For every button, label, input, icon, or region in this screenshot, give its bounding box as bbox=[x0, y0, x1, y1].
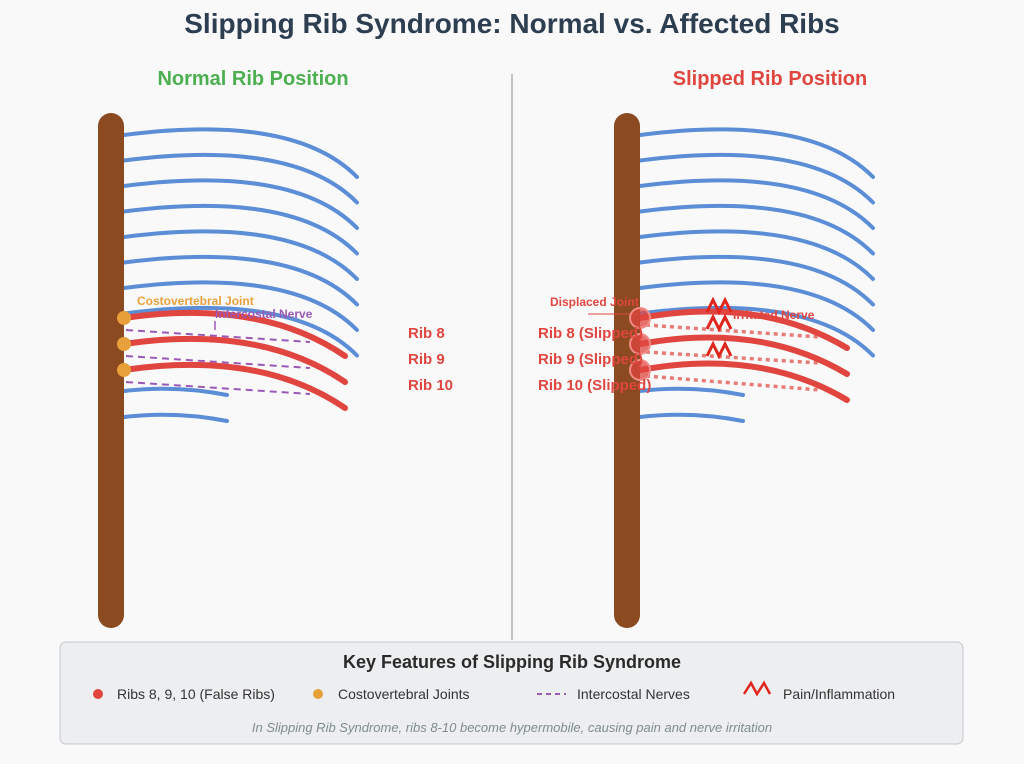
costovertebral-joint bbox=[117, 363, 131, 377]
upper-rib bbox=[638, 254, 875, 307]
slipped-rib bbox=[637, 308, 850, 351]
slipped-rib-10-label: Rib 10 (Slipped) bbox=[538, 377, 651, 394]
irritated-nerves bbox=[645, 323, 821, 392]
upper-rib bbox=[122, 229, 359, 281]
upper-rib bbox=[122, 280, 359, 332]
normal-upper-ribs bbox=[122, 127, 359, 358]
irritated-nerve bbox=[645, 323, 821, 339]
legend: Key Features of Slipping Rib Syndrome Ri… bbox=[59, 641, 964, 745]
red-zigzag-icon bbox=[742, 680, 772, 697]
affected-rib bbox=[121, 309, 348, 359]
slipped-upper-ribs bbox=[638, 127, 875, 358]
floating-rib bbox=[122, 412, 229, 423]
rib-10-label: Rib 10 bbox=[408, 377, 453, 394]
floating-rib bbox=[122, 386, 229, 397]
costovertebral-joint bbox=[117, 311, 131, 325]
irritated-nerve bbox=[645, 350, 821, 365]
rib-8-label: Rib 8 bbox=[408, 325, 445, 342]
upper-rib bbox=[122, 178, 359, 230]
normal-panel: Normal Rib Position Costovertebral Joint… bbox=[98, 68, 453, 628]
upper-rib bbox=[638, 305, 875, 358]
legend-label-nerves: Intercostal Nerves bbox=[577, 686, 690, 702]
spine bbox=[98, 113, 124, 628]
upper-rib bbox=[122, 203, 359, 256]
upper-rib bbox=[638, 229, 875, 281]
upper-rib bbox=[122, 152, 359, 205]
upper-rib bbox=[122, 305, 359, 358]
intercostal-nerve bbox=[125, 329, 311, 343]
orange-dot-icon bbox=[313, 689, 323, 699]
rib-9-label: Rib 9 bbox=[408, 351, 445, 368]
slipped-rib bbox=[637, 360, 850, 403]
upper-rib bbox=[638, 178, 875, 230]
displaced-joint bbox=[629, 307, 651, 329]
slipped-floating-ribs bbox=[638, 386, 745, 423]
slipped-rib bbox=[637, 334, 850, 377]
slipped-rib-8-label: Rib 8 (Slipped) bbox=[538, 325, 643, 342]
legend-label-joints: Costovertebral Joints bbox=[338, 686, 470, 702]
legend-label-ribs: Ribs 8, 9, 10 (False Ribs) bbox=[117, 686, 275, 702]
irritated-nerve-label: Irritated Nerve bbox=[733, 308, 815, 322]
intercostal-nerve-label: Intercostal Nerve bbox=[215, 307, 313, 321]
pain-icon bbox=[705, 340, 733, 360]
diagram-title: Slipping Rib Syndrome: Normal vs. Affect… bbox=[184, 8, 840, 39]
slipped-ribs-8-10 bbox=[637, 308, 850, 403]
red-dot-icon bbox=[93, 689, 103, 699]
upper-rib bbox=[638, 280, 875, 332]
displaced-joints bbox=[629, 307, 651, 381]
slipped-panel-title: Slipped Rib Position bbox=[673, 68, 867, 90]
pain-markers bbox=[705, 296, 733, 360]
legend-title: Key Features of Slipping Rib Syndrome bbox=[343, 652, 681, 672]
intercostal-nerve bbox=[125, 381, 311, 395]
upper-rib bbox=[638, 127, 875, 179]
affected-rib bbox=[121, 361, 348, 411]
normal-floating-ribs bbox=[122, 386, 229, 423]
floating-rib bbox=[638, 386, 745, 397]
displaced-joint-label: Displaced Joint bbox=[550, 295, 639, 309]
pain-icon bbox=[705, 296, 733, 316]
slipped-rib-9-label: Rib 9 (Slipped) bbox=[538, 351, 643, 368]
upper-rib bbox=[638, 203, 875, 256]
normal-panel-title: Normal Rib Position bbox=[157, 68, 348, 90]
normal-intercostal-nerves bbox=[125, 329, 311, 395]
irritated-nerve bbox=[645, 374, 821, 392]
displaced-joint bbox=[629, 359, 651, 381]
spine-affected bbox=[614, 113, 640, 628]
upper-rib bbox=[638, 152, 875, 205]
upper-rib bbox=[122, 127, 359, 179]
costovertebral-joint bbox=[117, 337, 131, 351]
pain-icon bbox=[705, 313, 733, 333]
slipped-panel: Slipped Rib Position Displaced Joint Irr… bbox=[538, 68, 875, 628]
normal-ribs-8-10 bbox=[121, 309, 348, 411]
legend-box bbox=[59, 641, 964, 745]
displaced-joint bbox=[629, 333, 651, 355]
upper-rib bbox=[122, 254, 359, 307]
intercostal-nerve bbox=[125, 355, 311, 369]
costovertebral-joint-label: Costovertebral Joint bbox=[137, 294, 254, 308]
affected-rib bbox=[121, 335, 348, 385]
legend-label-pain: Pain/Inflammation bbox=[783, 686, 895, 702]
floating-rib bbox=[638, 412, 745, 423]
legend-caption: In Slipping Rib Syndrome, ribs 8-10 beco… bbox=[252, 720, 772, 735]
costovertebral-joints bbox=[117, 311, 131, 377]
